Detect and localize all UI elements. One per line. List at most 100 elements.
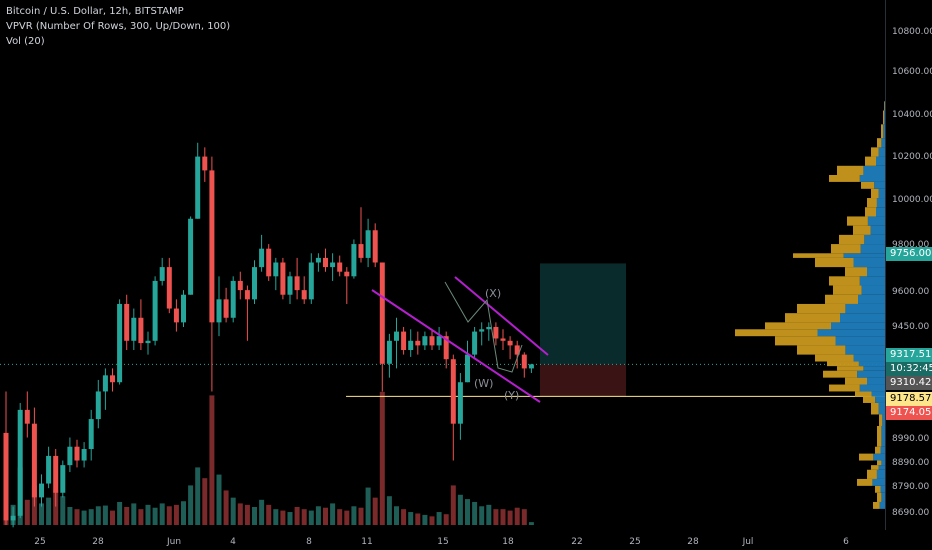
candle-body[interactable] <box>131 317 137 341</box>
candle-body[interactable] <box>166 267 172 309</box>
wave-path[interactable] <box>444 281 523 373</box>
candle-body[interactable] <box>202 156 208 171</box>
candle-body[interactable] <box>351 244 357 277</box>
candle-body[interactable] <box>60 465 66 493</box>
candle-body[interactable] <box>102 375 108 392</box>
candle-body[interactable] <box>39 483 44 498</box>
candle-body[interactable] <box>88 419 94 450</box>
candle-body[interactable] <box>237 280 243 291</box>
vpvr-row-down <box>871 188 879 199</box>
candle-body[interactable] <box>259 248 265 268</box>
candle-body[interactable] <box>315 257 321 263</box>
candle-body[interactable] <box>10 515 16 521</box>
candle-body[interactable] <box>507 340 513 346</box>
candle-body[interactable] <box>493 326 499 339</box>
vpvr-row-up <box>831 322 885 330</box>
candle-body[interactable] <box>31 423 37 498</box>
candle-body[interactable] <box>301 290 307 300</box>
candle-body[interactable] <box>429 336 435 346</box>
candle-body[interactable] <box>273 262 279 277</box>
candle-body[interactable] <box>415 340 421 346</box>
candle-body[interactable] <box>528 364 534 369</box>
channel-lower-line[interactable] <box>371 289 541 403</box>
candle-body[interactable] <box>216 299 222 323</box>
candle-body[interactable] <box>294 276 300 291</box>
candle-body[interactable] <box>24 409 30 424</box>
candle-body[interactable] <box>181 294 186 323</box>
candle-body[interactable] <box>394 331 399 341</box>
vpvr-row-up <box>881 437 885 447</box>
candle-body[interactable] <box>223 299 229 318</box>
vpvr-row-up <box>871 391 885 397</box>
candle-body[interactable] <box>365 230 371 258</box>
volume-bar <box>67 507 73 525</box>
candle-body[interactable] <box>188 218 194 295</box>
symbol-title[interactable]: Bitcoin / U.S. Dollar, 12h, BITSTAMP <box>6 6 184 17</box>
wave-label: (W) <box>474 377 493 390</box>
candle-body[interactable] <box>145 340 151 344</box>
volume-bar <box>500 509 506 525</box>
candle-body[interactable] <box>67 446 73 466</box>
vpvr-row-down <box>881 124 884 139</box>
candle-body[interactable] <box>401 331 407 350</box>
candle-body[interactable] <box>74 446 80 461</box>
candle-body[interactable] <box>472 331 478 355</box>
candle-body[interactable] <box>53 455 59 493</box>
candle-body[interactable] <box>344 271 350 277</box>
volume-indicator-label[interactable]: Vol (20) <box>6 36 45 47</box>
candle-body[interactable] <box>323 257 328 268</box>
candle-body[interactable] <box>17 409 23 516</box>
candle-body[interactable] <box>244 290 250 300</box>
candle-body[interactable] <box>372 230 378 263</box>
candle-body[interactable] <box>159 267 165 281</box>
candle-body[interactable] <box>280 262 286 295</box>
candle-body[interactable] <box>138 317 144 344</box>
candle-body[interactable] <box>436 336 442 346</box>
candle-body[interactable] <box>450 359 456 424</box>
price-tick-label: 8790.00 <box>892 482 929 492</box>
candle-body[interactable] <box>152 280 158 341</box>
candle-body[interactable] <box>465 354 470 383</box>
candle-body[interactable] <box>330 262 336 268</box>
candle-body[interactable] <box>422 336 428 346</box>
candle-body[interactable] <box>46 455 52 484</box>
volume-bar <box>429 516 435 525</box>
target-zone[interactable] <box>540 263 626 365</box>
candle-body[interactable] <box>443 336 449 360</box>
candle-body[interactable] <box>266 248 272 277</box>
volume-bar <box>472 501 478 525</box>
candle-body[interactable] <box>252 267 257 300</box>
candle-body[interactable] <box>337 262 343 272</box>
candle-body[interactable] <box>457 382 463 424</box>
candle-body[interactable] <box>81 449 87 461</box>
candle-body[interactable] <box>358 244 364 258</box>
vpvr-row-down <box>884 101 885 111</box>
candle-body[interactable] <box>3 432 9 521</box>
candle-body[interactable] <box>124 303 130 341</box>
candle-body[interactable] <box>195 156 201 219</box>
candle-body[interactable] <box>514 345 520 355</box>
stop-zone[interactable] <box>540 364 626 397</box>
candle-body[interactable] <box>308 262 314 300</box>
candle-body[interactable] <box>117 303 123 383</box>
candle-body[interactable] <box>379 262 385 364</box>
candle-body[interactable] <box>408 340 414 350</box>
vpvr-indicator-label[interactable]: VPVR (Number Of Rows, 300, Up/Down, 100) <box>6 21 231 32</box>
candle-body[interactable] <box>500 338 506 341</box>
candle-body[interactable] <box>479 329 485 332</box>
candle-body[interactable] <box>95 391 101 420</box>
candle-body[interactable] <box>209 170 215 323</box>
vpvr-row-down <box>815 257 854 268</box>
candle-body[interactable] <box>287 276 293 295</box>
candle-body[interactable] <box>486 326 492 330</box>
channel-upper-line[interactable] <box>454 276 549 356</box>
candle-body[interactable] <box>521 354 527 369</box>
vpvr-row-up <box>878 147 885 157</box>
candle-body[interactable] <box>386 340 392 364</box>
candle-body[interactable] <box>110 375 115 383</box>
candle-body[interactable] <box>230 280 236 318</box>
vpvr-row-down <box>877 460 882 466</box>
candle-body[interactable] <box>173 308 179 323</box>
